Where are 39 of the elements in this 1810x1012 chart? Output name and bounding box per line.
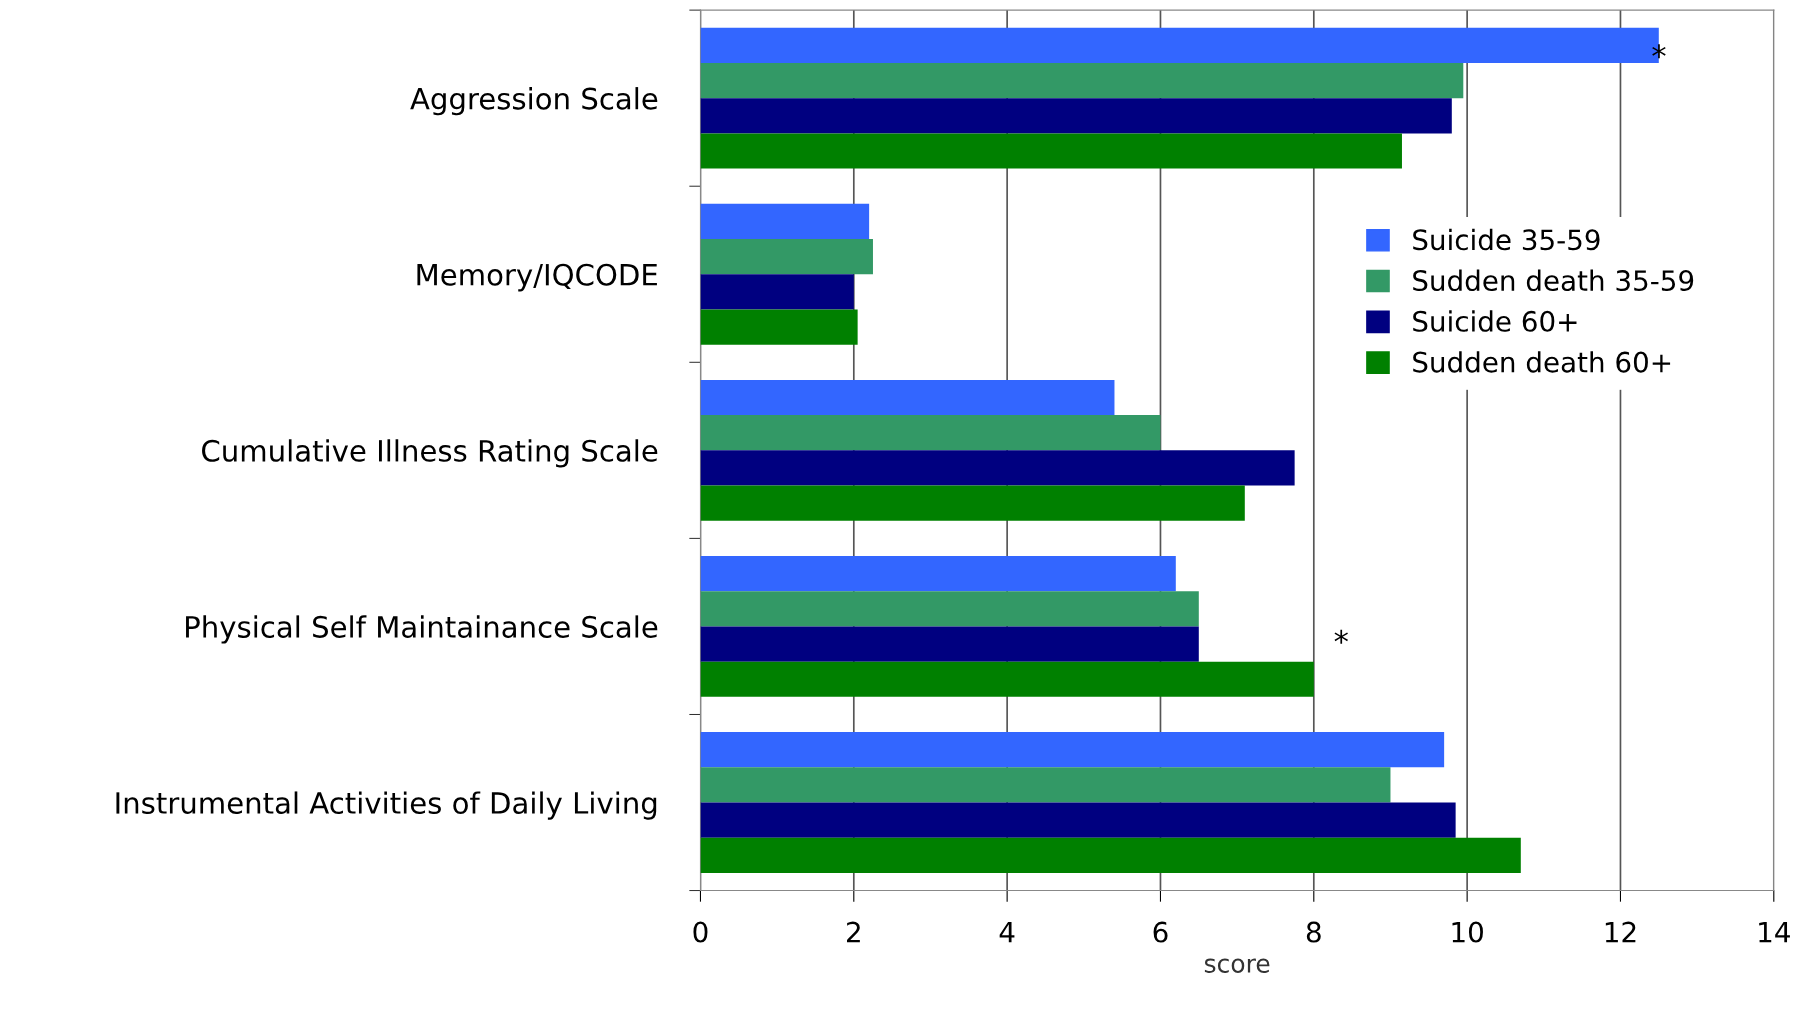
- y-tick-label: Physical Self Maintainance Scale: [186, 615, 658, 644]
- x-tick-label: 14: [1759, 921, 1790, 943]
- x-tick-label: 12: [1605, 921, 1636, 943]
- bar: [700, 732, 1445, 768]
- bar: [700, 98, 1452, 134]
- bar: [700, 802, 1456, 838]
- x-tick-label: 0: [693, 921, 708, 943]
- bar: [700, 555, 1176, 592]
- x-tick-label: 8: [1306, 921, 1321, 943]
- bar: [700, 203, 870, 240]
- x-tick-label: 4: [999, 921, 1015, 943]
- bar: [700, 626, 1199, 662]
- bar: [700, 415, 1161, 451]
- legend-label: Sudden death 35-59: [1413, 269, 1694, 292]
- legend-label: Sudden death 60+: [1413, 351, 1671, 373]
- x-axis-title: score: [1204, 958, 1270, 973]
- bar: [700, 62, 1464, 99]
- bar: [700, 591, 1199, 627]
- bar: [700, 274, 854, 310]
- x-tick-label: 10: [1452, 921, 1483, 943]
- bar: [700, 133, 1402, 169]
- bar: [700, 379, 1115, 416]
- legend-label: Suicide 35-59: [1413, 228, 1600, 251]
- x-tick-label: 6: [1153, 921, 1168, 943]
- bar: [700, 485, 1245, 521]
- x-tick-label: 2: [847, 921, 860, 943]
- bar: [700, 661, 1314, 697]
- annotation: *: [1652, 44, 1666, 59]
- bar: [700, 837, 1521, 873]
- y-tick-label: Memory/IQCODE: [417, 263, 657, 292]
- y-tick-label: Cumulative Illness Rating Scale: [202, 439, 658, 468]
- legend-label: Suicide 60+: [1413, 310, 1577, 332]
- y-tick-label: Aggression Scale: [410, 87, 658, 116]
- y-tick-label: Instrumental Activities of Daily Living: [116, 791, 657, 820]
- annotation: *: [1334, 629, 1348, 644]
- bar: [700, 309, 858, 345]
- bar: [700, 239, 873, 275]
- bar: [700, 450, 1295, 486]
- bar: [700, 767, 1391, 803]
